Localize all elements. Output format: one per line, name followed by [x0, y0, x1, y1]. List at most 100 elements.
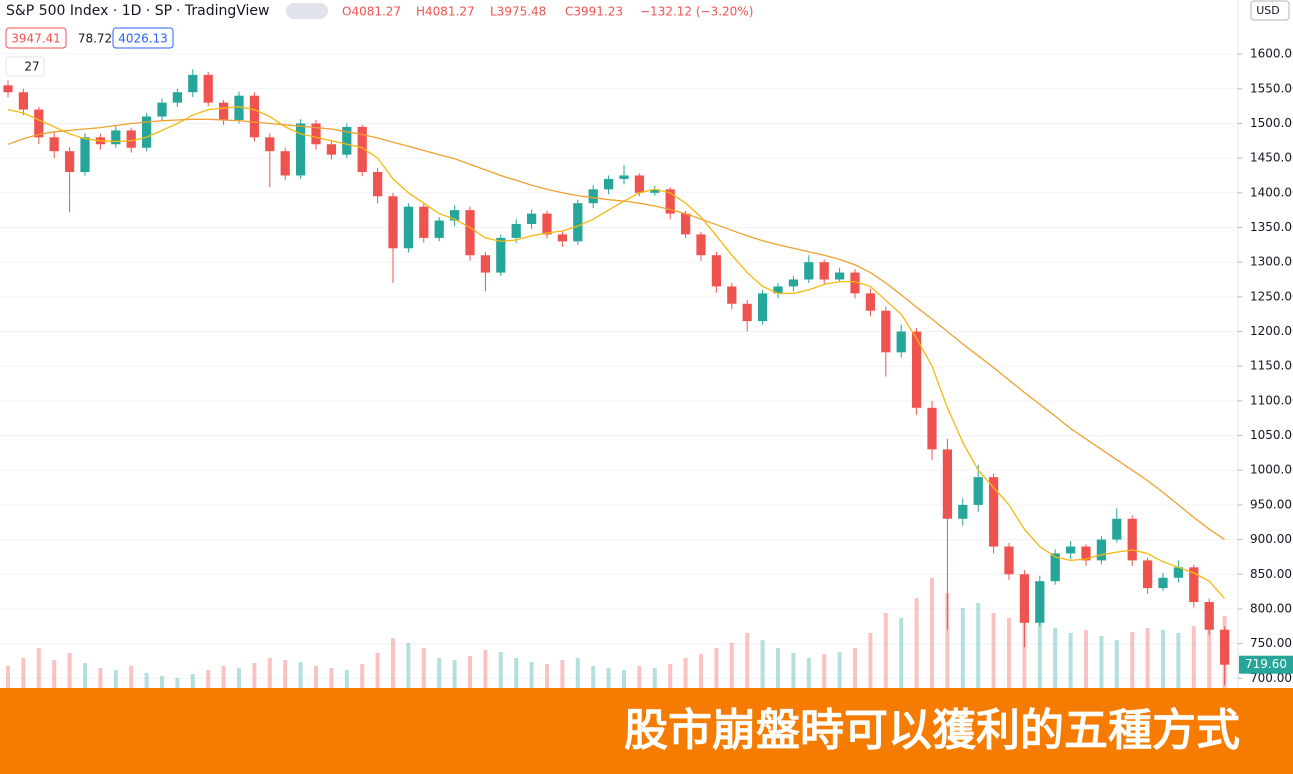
y-tick-label: 1450.00	[1250, 151, 1293, 165]
candle-body	[881, 310, 891, 353]
volume-bar	[483, 650, 488, 688]
volume-bar	[437, 658, 442, 688]
candle-body	[218, 102, 229, 120]
candle-body	[696, 234, 706, 256]
volume-bar	[67, 653, 72, 688]
candle-body	[850, 272, 860, 294]
y-tick-label: 900.00	[1250, 532, 1292, 546]
indicator-box	[5, 27, 67, 49]
ohlc-high: H4081.27	[416, 5, 475, 19]
candle-body	[203, 74, 213, 103]
y-tick-label: 700.00	[1250, 671, 1292, 685]
volume-bar	[144, 673, 149, 688]
moving-average	[7, 118, 1225, 541]
banner-text: 股市崩盤時可以獲利的五種方式	[624, 705, 1240, 756]
volume-bar	[806, 658, 811, 688]
volume-bar	[83, 663, 87, 688]
volume-bar	[1007, 618, 1011, 688]
volume-bar	[498, 652, 503, 688]
volume-bar	[1161, 630, 1165, 688]
volume-bar	[729, 643, 734, 688]
volume-bar	[822, 654, 827, 688]
volume-bar	[206, 670, 211, 688]
candle-body	[3, 85, 13, 93]
candle-body	[496, 237, 506, 273]
candle-body	[326, 144, 337, 155]
candle-body	[526, 213, 537, 225]
candle-body	[573, 203, 583, 242]
volume-bar	[945, 593, 950, 688]
candle-body	[757, 293, 768, 322]
candle-body	[465, 210, 475, 256]
volume-bar	[606, 668, 611, 688]
volume-bar	[1130, 632, 1135, 688]
candle-body	[619, 175, 629, 179]
volume-bar	[252, 663, 257, 688]
ohlc-open: O4081.27	[342, 5, 401, 19]
volume-length: 27	[24, 60, 39, 74]
candle-body	[295, 123, 306, 176]
candle-body	[188, 74, 198, 93]
candle-body	[1004, 546, 1014, 575]
candle-body	[958, 504, 968, 519]
volume-bar	[914, 598, 919, 688]
candle-body	[865, 293, 876, 311]
ohlc-close: C3991.23	[565, 5, 623, 19]
candle-body	[973, 477, 983, 505]
candle-body	[942, 449, 953, 519]
y-tick-label: 1150.00	[1250, 359, 1293, 373]
candle-body	[680, 213, 691, 235]
candle-body	[49, 137, 59, 152]
y-tick-label: 1050.00	[1250, 428, 1293, 442]
candle-body	[1142, 560, 1153, 589]
y-tick-label: 1000.00	[1250, 463, 1293, 477]
candle-body	[727, 286, 737, 304]
volume-bar	[883, 613, 888, 688]
candle-body	[342, 126, 352, 155]
candle-body	[603, 178, 614, 190]
indicator-value: 4026.13	[118, 32, 168, 46]
volume-bar	[190, 674, 195, 688]
volume-bar	[452, 660, 457, 688]
volume-bar	[237, 668, 241, 688]
currency-button[interactable]	[1250, 0, 1290, 21]
last-price-label: 719.60	[1245, 657, 1287, 671]
volume-bar	[1068, 633, 1073, 688]
candle-body	[511, 224, 521, 238]
y-tick-label: 1100.00	[1250, 393, 1293, 407]
candle-body	[449, 210, 460, 221]
candle-body	[804, 262, 814, 280]
candle-body	[650, 189, 660, 193]
volume-bar	[1037, 623, 1042, 688]
volume-bar	[760, 640, 765, 688]
candle-body	[742, 303, 752, 322]
indicator-toggle[interactable]	[286, 3, 328, 19]
volume-bar	[930, 578, 934, 688]
volume-bar	[129, 666, 134, 688]
volume-bar	[283, 660, 288, 688]
candle-body	[1158, 577, 1168, 589]
candle-body	[788, 279, 799, 287]
volume-bar	[160, 676, 164, 688]
volume-bar	[1207, 618, 1212, 688]
candle-body	[1050, 553, 1060, 582]
candle-body	[372, 172, 383, 197]
volume-bar	[360, 664, 365, 688]
volume-bar	[406, 643, 411, 688]
volume-bar	[468, 656, 472, 688]
volume-toggle[interactable]	[5, 56, 45, 77]
candle-body	[988, 477, 999, 547]
candle-body	[1127, 518, 1137, 561]
y-tick-label: 850.00	[1250, 567, 1292, 581]
volume-bar	[1191, 626, 1196, 688]
volume-bar	[683, 658, 688, 688]
candle-body	[1096, 539, 1107, 561]
y-tick-label: 1350.00	[1250, 220, 1293, 234]
candle-body	[64, 151, 75, 172]
candle-body	[834, 272, 845, 280]
volume-bar	[960, 608, 965, 688]
volume-bar	[1053, 628, 1058, 688]
candle-body	[1112, 518, 1122, 540]
candle-body	[773, 286, 783, 294]
